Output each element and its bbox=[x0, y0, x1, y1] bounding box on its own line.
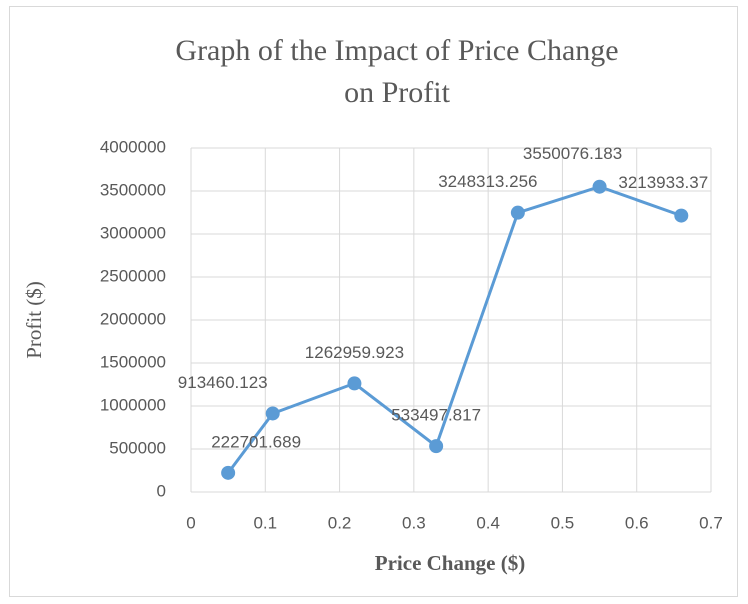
chart-border bbox=[9, 6, 738, 597]
chart-title: Graph of the Impact of Price Change bbox=[175, 34, 618, 67]
y-tick-label: 4000000 bbox=[100, 137, 166, 156]
x-tick-label: 0 bbox=[186, 513, 195, 532]
y-tick-label: 1000000 bbox=[100, 395, 166, 414]
data-point bbox=[221, 465, 236, 480]
x-tick-label: 0.6 bbox=[625, 513, 649, 532]
data-label: 3248313.256 bbox=[438, 172, 537, 191]
x-axis-label: Price Change ($) bbox=[375, 551, 525, 575]
data-point bbox=[265, 406, 280, 421]
data-point bbox=[347, 376, 362, 391]
data-point bbox=[510, 205, 525, 220]
y-tick-label: 500000 bbox=[109, 438, 166, 457]
y-tick-label: 3000000 bbox=[100, 223, 166, 242]
data-label: 913460.123 bbox=[178, 373, 268, 392]
y-tick-label: 2000000 bbox=[100, 309, 166, 328]
data-label: 3213933.37 bbox=[618, 173, 708, 192]
y-tick-label: 3500000 bbox=[100, 180, 166, 199]
y-axis-label: Profit ($) bbox=[22, 281, 46, 359]
y-tick-label: 0 bbox=[157, 481, 166, 500]
data-point bbox=[429, 439, 444, 454]
x-tick-label: 0.2 bbox=[328, 513, 352, 532]
data-label: 3550076.183 bbox=[523, 144, 622, 163]
x-tick-label: 0.5 bbox=[551, 513, 575, 532]
x-tick-label: 0.1 bbox=[253, 513, 277, 532]
chart-title: on Profit bbox=[344, 76, 451, 109]
data-label: 1262959.923 bbox=[305, 343, 404, 362]
data-label: 533497.817 bbox=[391, 406, 481, 425]
data-point bbox=[592, 179, 607, 194]
x-tick-label: 0.4 bbox=[476, 513, 500, 532]
x-tick-label: 0.3 bbox=[402, 513, 426, 532]
y-tick-label: 1500000 bbox=[100, 352, 166, 371]
x-tick-label: 0.7 bbox=[699, 513, 723, 532]
data-point bbox=[674, 208, 689, 223]
data-label: 222701.689 bbox=[211, 432, 301, 451]
y-tick-label: 2500000 bbox=[100, 266, 166, 285]
